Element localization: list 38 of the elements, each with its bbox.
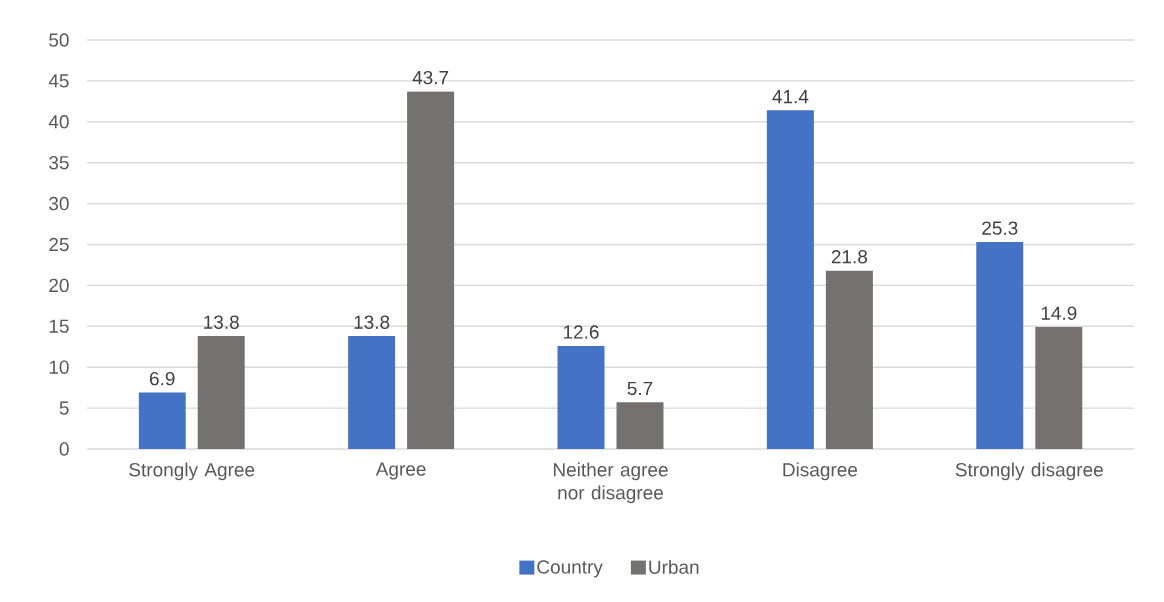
y-tick-label: 40: [48, 115, 69, 129]
y-tick-label: 15: [49, 319, 69, 333]
y-tick-label: 30: [49, 196, 69, 211]
legend-label: Country: [537, 560, 603, 578]
data-label: 21.8: [831, 250, 868, 264]
data-label: 13.8: [204, 315, 239, 329]
y-tick-label: 10: [49, 360, 69, 374]
bar: [825, 270, 873, 449]
x-tick-label: Agree: [375, 462, 426, 480]
y-tick-label: 20: [49, 278, 69, 293]
data-label: 13.8: [354, 315, 390, 329]
y-tick-label: 45: [48, 74, 69, 88]
y-tick-label: 0: [59, 442, 69, 456]
legend-label: Urban: [649, 559, 699, 574]
bar: [407, 91, 455, 449]
bar: [348, 336, 396, 449]
data-label: 5.7: [627, 381, 653, 396]
x-tick-label: Strongly Agree: [129, 462, 255, 481]
y-tick-label: 25: [49, 237, 69, 252]
data-label: 14.9: [1041, 306, 1077, 320]
x-tick-label: Disagree: [783, 462, 858, 481]
y-tick-label: 35: [49, 155, 69, 170]
bar: [616, 402, 664, 449]
bar: [557, 345, 605, 449]
bar: [138, 392, 186, 449]
bar: [197, 336, 245, 449]
data-label: 41.4: [772, 90, 809, 104]
bar: [766, 110, 814, 449]
x-tick-label: Strongly disagree: [955, 462, 1103, 481]
y-tick-label: 50: [49, 33, 69, 47]
data-label: 12.6: [563, 325, 599, 339]
bar: [1035, 327, 1083, 449]
data-label: 25.3: [982, 221, 1018, 235]
data-label: 6.9: [149, 371, 175, 386]
data-label: 43.7: [412, 70, 449, 85]
bar: [976, 242, 1024, 449]
x-tick-label: Neither agree nor disagree: [553, 462, 668, 504]
y-tick-label: 5: [59, 401, 69, 415]
